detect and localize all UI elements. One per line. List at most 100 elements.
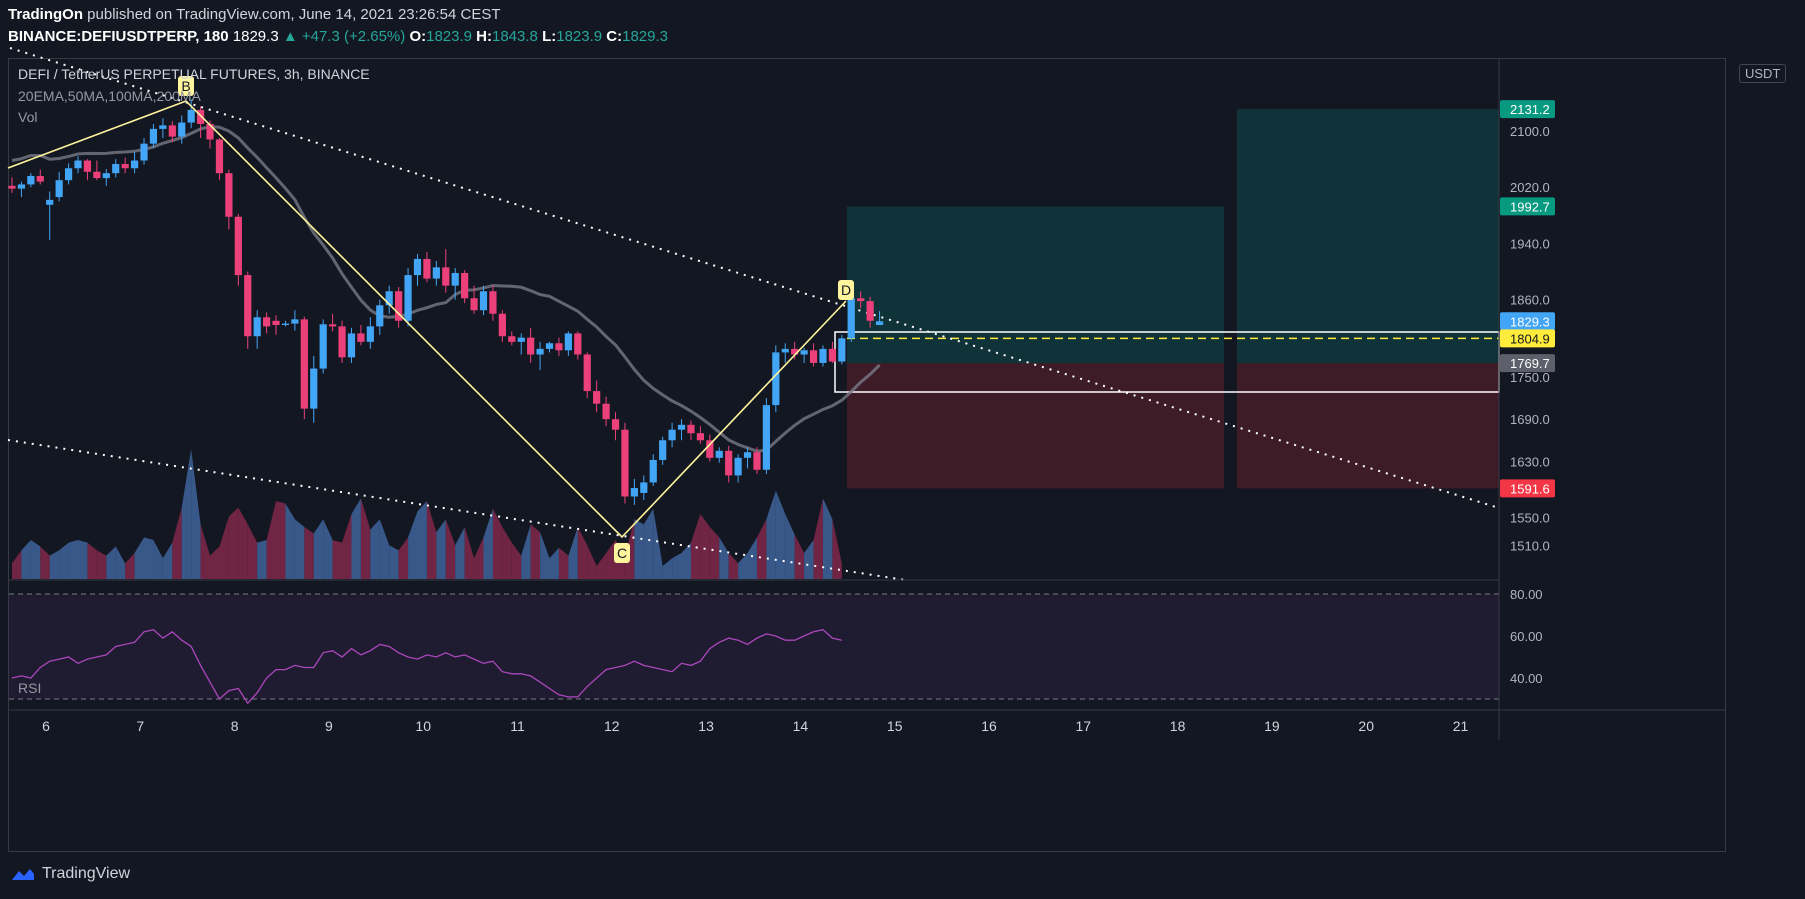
volume-segment	[49, 550, 60, 579]
price-label-text: 1591.6	[1510, 481, 1550, 496]
time-tick-label: 12	[604, 718, 620, 734]
candle-body	[772, 352, 780, 406]
candle-body	[149, 128, 158, 144]
price-label-text: 1804.9	[1510, 331, 1550, 346]
price-label-box	[1500, 479, 1555, 498]
candle-body	[687, 424, 695, 434]
candle-body	[508, 336, 516, 342]
candle-body	[55, 180, 63, 198]
volume-segment	[436, 519, 446, 579]
candle-body	[442, 267, 450, 286]
volume-segment	[172, 507, 182, 579]
rsi-legend[interactable]: RSI	[18, 680, 42, 696]
candle-body	[197, 109, 205, 124]
vol-legend[interactable]: Vol	[18, 109, 38, 125]
candle-body	[206, 123, 214, 140]
volume-segment	[12, 550, 22, 579]
time-tick-label: 19	[1264, 718, 1280, 734]
high-value: 1843.8	[492, 28, 538, 45]
ma-legend[interactable]: 20EMA,50MA,100MA,200MA	[18, 88, 201, 104]
candle-body	[866, 301, 874, 321]
candle-body	[178, 122, 186, 137]
price-label-text: 1829.3	[1510, 314, 1550, 329]
candle-body	[159, 125, 167, 129]
candle-body	[253, 317, 261, 337]
volume-segment	[304, 527, 314, 579]
candle-body	[479, 291, 488, 311]
candle-body	[809, 350, 818, 363]
candle-body	[395, 291, 403, 321]
time-tick-label: 6	[42, 718, 50, 734]
volume-segment	[634, 519, 644, 579]
pattern-point-label: D	[841, 282, 851, 298]
published-info: published on TradingView.com, June 14, 2…	[87, 6, 501, 23]
high-label: H:	[476, 28, 492, 45]
currency-button[interactable]: USDT	[1739, 64, 1787, 83]
low-value: 1823.9	[556, 28, 603, 45]
axes: 2100.0 2020.0 1940.0 1860.0 1750.0 1690.0 1630…	[9, 58, 1726, 740]
candle-body	[847, 298, 855, 339]
volume-segment	[153, 540, 163, 579]
candle-body	[272, 320, 280, 325]
volume-segment	[228, 507, 239, 579]
time-tick-label: 11	[510, 718, 525, 734]
footer[interactable]: TradingView	[10, 865, 130, 883]
price-tick-label: 1690.0	[1510, 412, 1550, 427]
candle-body	[17, 184, 26, 189]
price-tick-label: 2100.0	[1510, 124, 1550, 139]
close-value: 1829.3	[622, 28, 669, 45]
low-label: L:	[542, 28, 557, 45]
candle-body	[470, 298, 478, 311]
volume-segment	[96, 550, 107, 579]
pattern-point-box	[838, 280, 854, 300]
candle-body	[64, 168, 73, 181]
volume-segment	[794, 534, 805, 579]
time-tick-label: 17	[1076, 718, 1092, 734]
volume-segment	[115, 546, 126, 579]
time-tick-label: 7	[136, 718, 144, 734]
pattern-line	[7, 100, 847, 539]
volume-segment	[106, 546, 116, 579]
candle-body	[291, 319, 299, 324]
price-tick-label: 1860.0	[1510, 293, 1550, 308]
candle-body	[696, 433, 704, 441]
volume-segment	[813, 498, 823, 579]
candle-body	[677, 424, 686, 430]
volume-segment	[238, 507, 248, 579]
volume-segment	[756, 519, 767, 579]
volume-segment	[832, 519, 842, 579]
price-label-box	[1500, 354, 1555, 373]
candle-body	[404, 275, 412, 321]
candle-body	[574, 333, 582, 355]
pattern-point-box	[178, 76, 194, 96]
volume-segment	[587, 545, 597, 579]
volume-segment	[285, 503, 295, 579]
volume-segment	[455, 527, 465, 579]
volume-segment	[191, 449, 201, 579]
time-tick-label: 10	[415, 718, 431, 734]
volume-segment	[426, 501, 437, 579]
rsi-band	[9, 594, 1499, 699]
price-tick-label: 1510.0	[1510, 539, 1550, 554]
time-tick-label: 13	[698, 718, 714, 734]
volume-segment	[606, 540, 616, 579]
volume-segment	[323, 519, 333, 579]
volume-segment	[530, 524, 541, 579]
candle-body	[140, 143, 148, 161]
candle-body	[800, 350, 808, 355]
volume-segment	[332, 540, 343, 579]
volume-segment	[577, 527, 588, 579]
candle-body	[536, 348, 544, 355]
volume-segment	[398, 537, 409, 579]
candle-body	[461, 272, 469, 299]
author-name[interactable]: TradingOn	[8, 6, 83, 23]
candle-body	[310, 368, 318, 409]
volume-segment	[40, 546, 50, 579]
candle-body	[281, 323, 290, 325]
candle-body	[555, 343, 563, 351]
volume-segment	[540, 532, 550, 579]
symbol-line: BINANCE:DEFIUSDTPERP, 180 1829.3 ▲ +47.3…	[8, 28, 668, 45]
volume-segment	[474, 537, 484, 579]
candle-body	[432, 267, 440, 279]
